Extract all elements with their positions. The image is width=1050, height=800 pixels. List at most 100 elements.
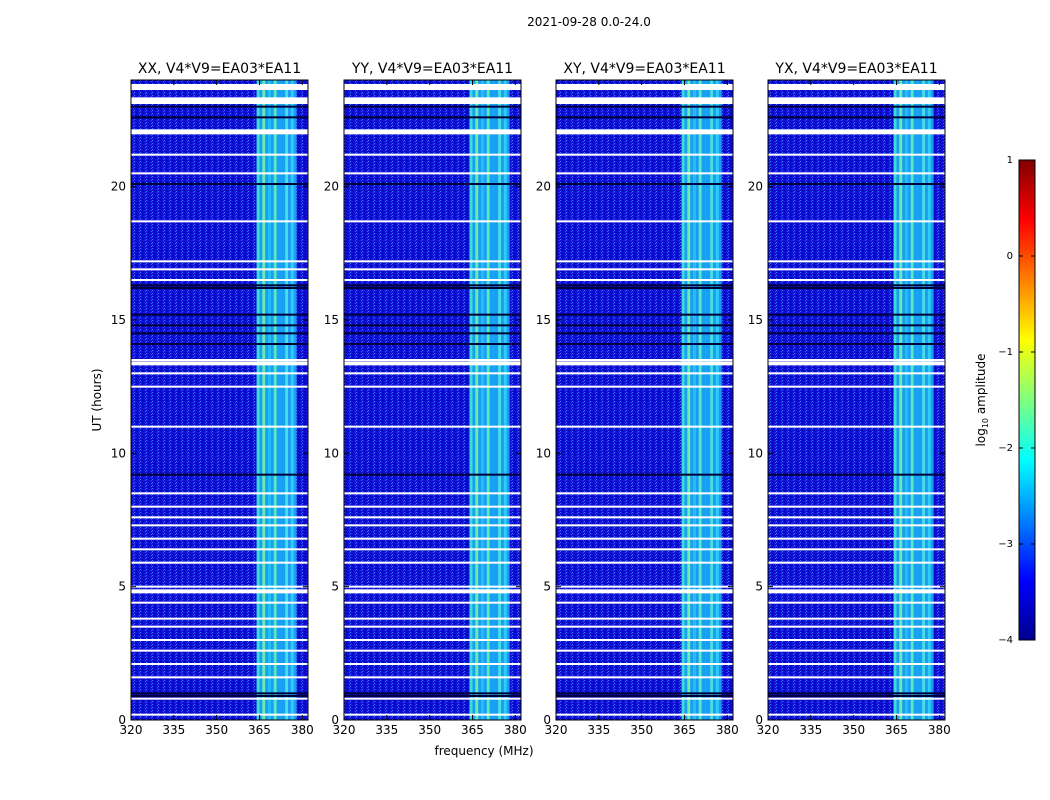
rfi-stripe: [693, 80, 696, 720]
flagged-row: [768, 359, 945, 361]
x-tick-label: 320: [545, 723, 568, 737]
flagged-row: [556, 639, 733, 641]
flagged-row: [131, 153, 308, 156]
flagged-row: [344, 492, 521, 495]
flagged-row: [556, 172, 733, 175]
colorbar-tick-label: −1: [998, 347, 1013, 358]
flagged-row: [768, 585, 945, 588]
flagged-row: [768, 649, 945, 652]
flagged-row: [131, 220, 308, 223]
flagged-row: [344, 516, 521, 519]
flagged-row: [344, 505, 521, 508]
flagged-row: [556, 505, 733, 508]
y-tick-label: 15: [748, 313, 763, 327]
panel-title: YX, V4*V9=EA03*EA11: [774, 61, 937, 77]
flagged-row: [768, 279, 945, 281]
dark-row: [556, 692, 733, 695]
dark-row: [344, 695, 521, 697]
flagged-row: [131, 260, 308, 263]
dark-row: [131, 695, 308, 697]
flagged-row: [131, 385, 308, 388]
axes-frame: [343, 79, 522, 721]
dark-row: [344, 183, 521, 185]
flagged-row: [344, 220, 521, 223]
dark-row: [556, 473, 733, 476]
rfi-stripe: [290, 80, 294, 720]
flagged-row: [768, 516, 945, 519]
dark-row: [768, 284, 945, 287]
x-tick-label: 335: [799, 723, 822, 737]
colorbar-tick-label: −3: [998, 539, 1013, 550]
flagged-row: [768, 172, 945, 175]
flagged-gap: [768, 361, 945, 366]
flagged-row: [556, 268, 733, 271]
x-tick-label: 320: [120, 723, 143, 737]
panel-3: XY, V4*V9=EA03*EA11 320 335 350 365 380 0 5 10 15…: [536, 61, 739, 737]
flagged-row: [556, 359, 733, 361]
x-tick-label: 380: [291, 723, 314, 737]
y-tick-label: 5: [755, 580, 763, 594]
flagged-gap: [131, 129, 308, 134]
x-tick-label: 335: [375, 723, 398, 737]
flagged-row: [768, 268, 945, 271]
flagged-gap: [131, 84, 308, 90]
flagged-row: [344, 649, 521, 652]
flagged-row: [556, 649, 733, 652]
flagged-row: [131, 505, 308, 508]
flagged-row: [344, 279, 521, 281]
flagged-gap: [556, 84, 733, 90]
rfi-stripe: [273, 80, 277, 720]
flagged-row: [131, 516, 308, 519]
dark-row: [556, 324, 733, 327]
dark-row: [768, 287, 945, 289]
rfi-stripe: [486, 80, 490, 720]
dark-row: [556, 284, 733, 287]
rfi-stripe: [498, 80, 502, 720]
rfi-stripe: [469, 80, 473, 720]
colorbar-tick-label: 1: [1007, 155, 1013, 166]
dark-row: [556, 105, 733, 108]
rfi-stripe: [262, 80, 266, 720]
y-tick-label: 0: [118, 713, 126, 727]
flagged-row: [768, 625, 945, 628]
rfi-stripe: [922, 80, 926, 720]
dark-row: [556, 332, 733, 335]
flagged-gap: [131, 97, 308, 104]
rfi-stripe: [256, 80, 260, 720]
flagged-row: [131, 649, 308, 652]
dark-row: [344, 116, 521, 119]
flagged-row: [131, 524, 308, 527]
flagged-row: [131, 625, 308, 628]
dark-row: [768, 116, 945, 119]
rfi-stripe: [698, 80, 702, 720]
dark-row: [344, 343, 521, 345]
flagged-row: [131, 697, 308, 700]
dark-row: [131, 332, 308, 335]
dark-row: [556, 183, 733, 185]
flagged-row: [768, 548, 945, 551]
rfi-stripe: [927, 80, 931, 720]
dark-row: [131, 473, 308, 476]
rfi-stripe: [710, 80, 714, 720]
panel-2: YY, V4*V9=EA03*EA11 320 335 350 365 380 0 5 10 15…: [324, 61, 534, 758]
flagged-row: [768, 601, 945, 604]
x-tick-label: 380: [504, 723, 527, 737]
flagged-row: [768, 425, 945, 428]
flagged-row: [344, 713, 521, 716]
flagged-row: [344, 561, 521, 564]
flagged-row: [556, 713, 733, 716]
flagged-row: [556, 372, 733, 375]
dark-row: [344, 313, 521, 316]
x-tick-label: 320: [757, 723, 780, 737]
flagged-row: [131, 279, 308, 281]
dark-row: [556, 313, 733, 316]
flagged-gap: [344, 129, 521, 134]
flagged-gap: [344, 361, 521, 366]
dark-row: [556, 287, 733, 289]
flagged-row: [131, 359, 308, 361]
flagged-row: [556, 220, 733, 223]
x-tick-label: 350: [842, 723, 865, 737]
x-tick-label: 320: [333, 723, 356, 737]
flagged-gap: [344, 97, 521, 104]
colorbar-tick-label: −4: [998, 635, 1013, 646]
